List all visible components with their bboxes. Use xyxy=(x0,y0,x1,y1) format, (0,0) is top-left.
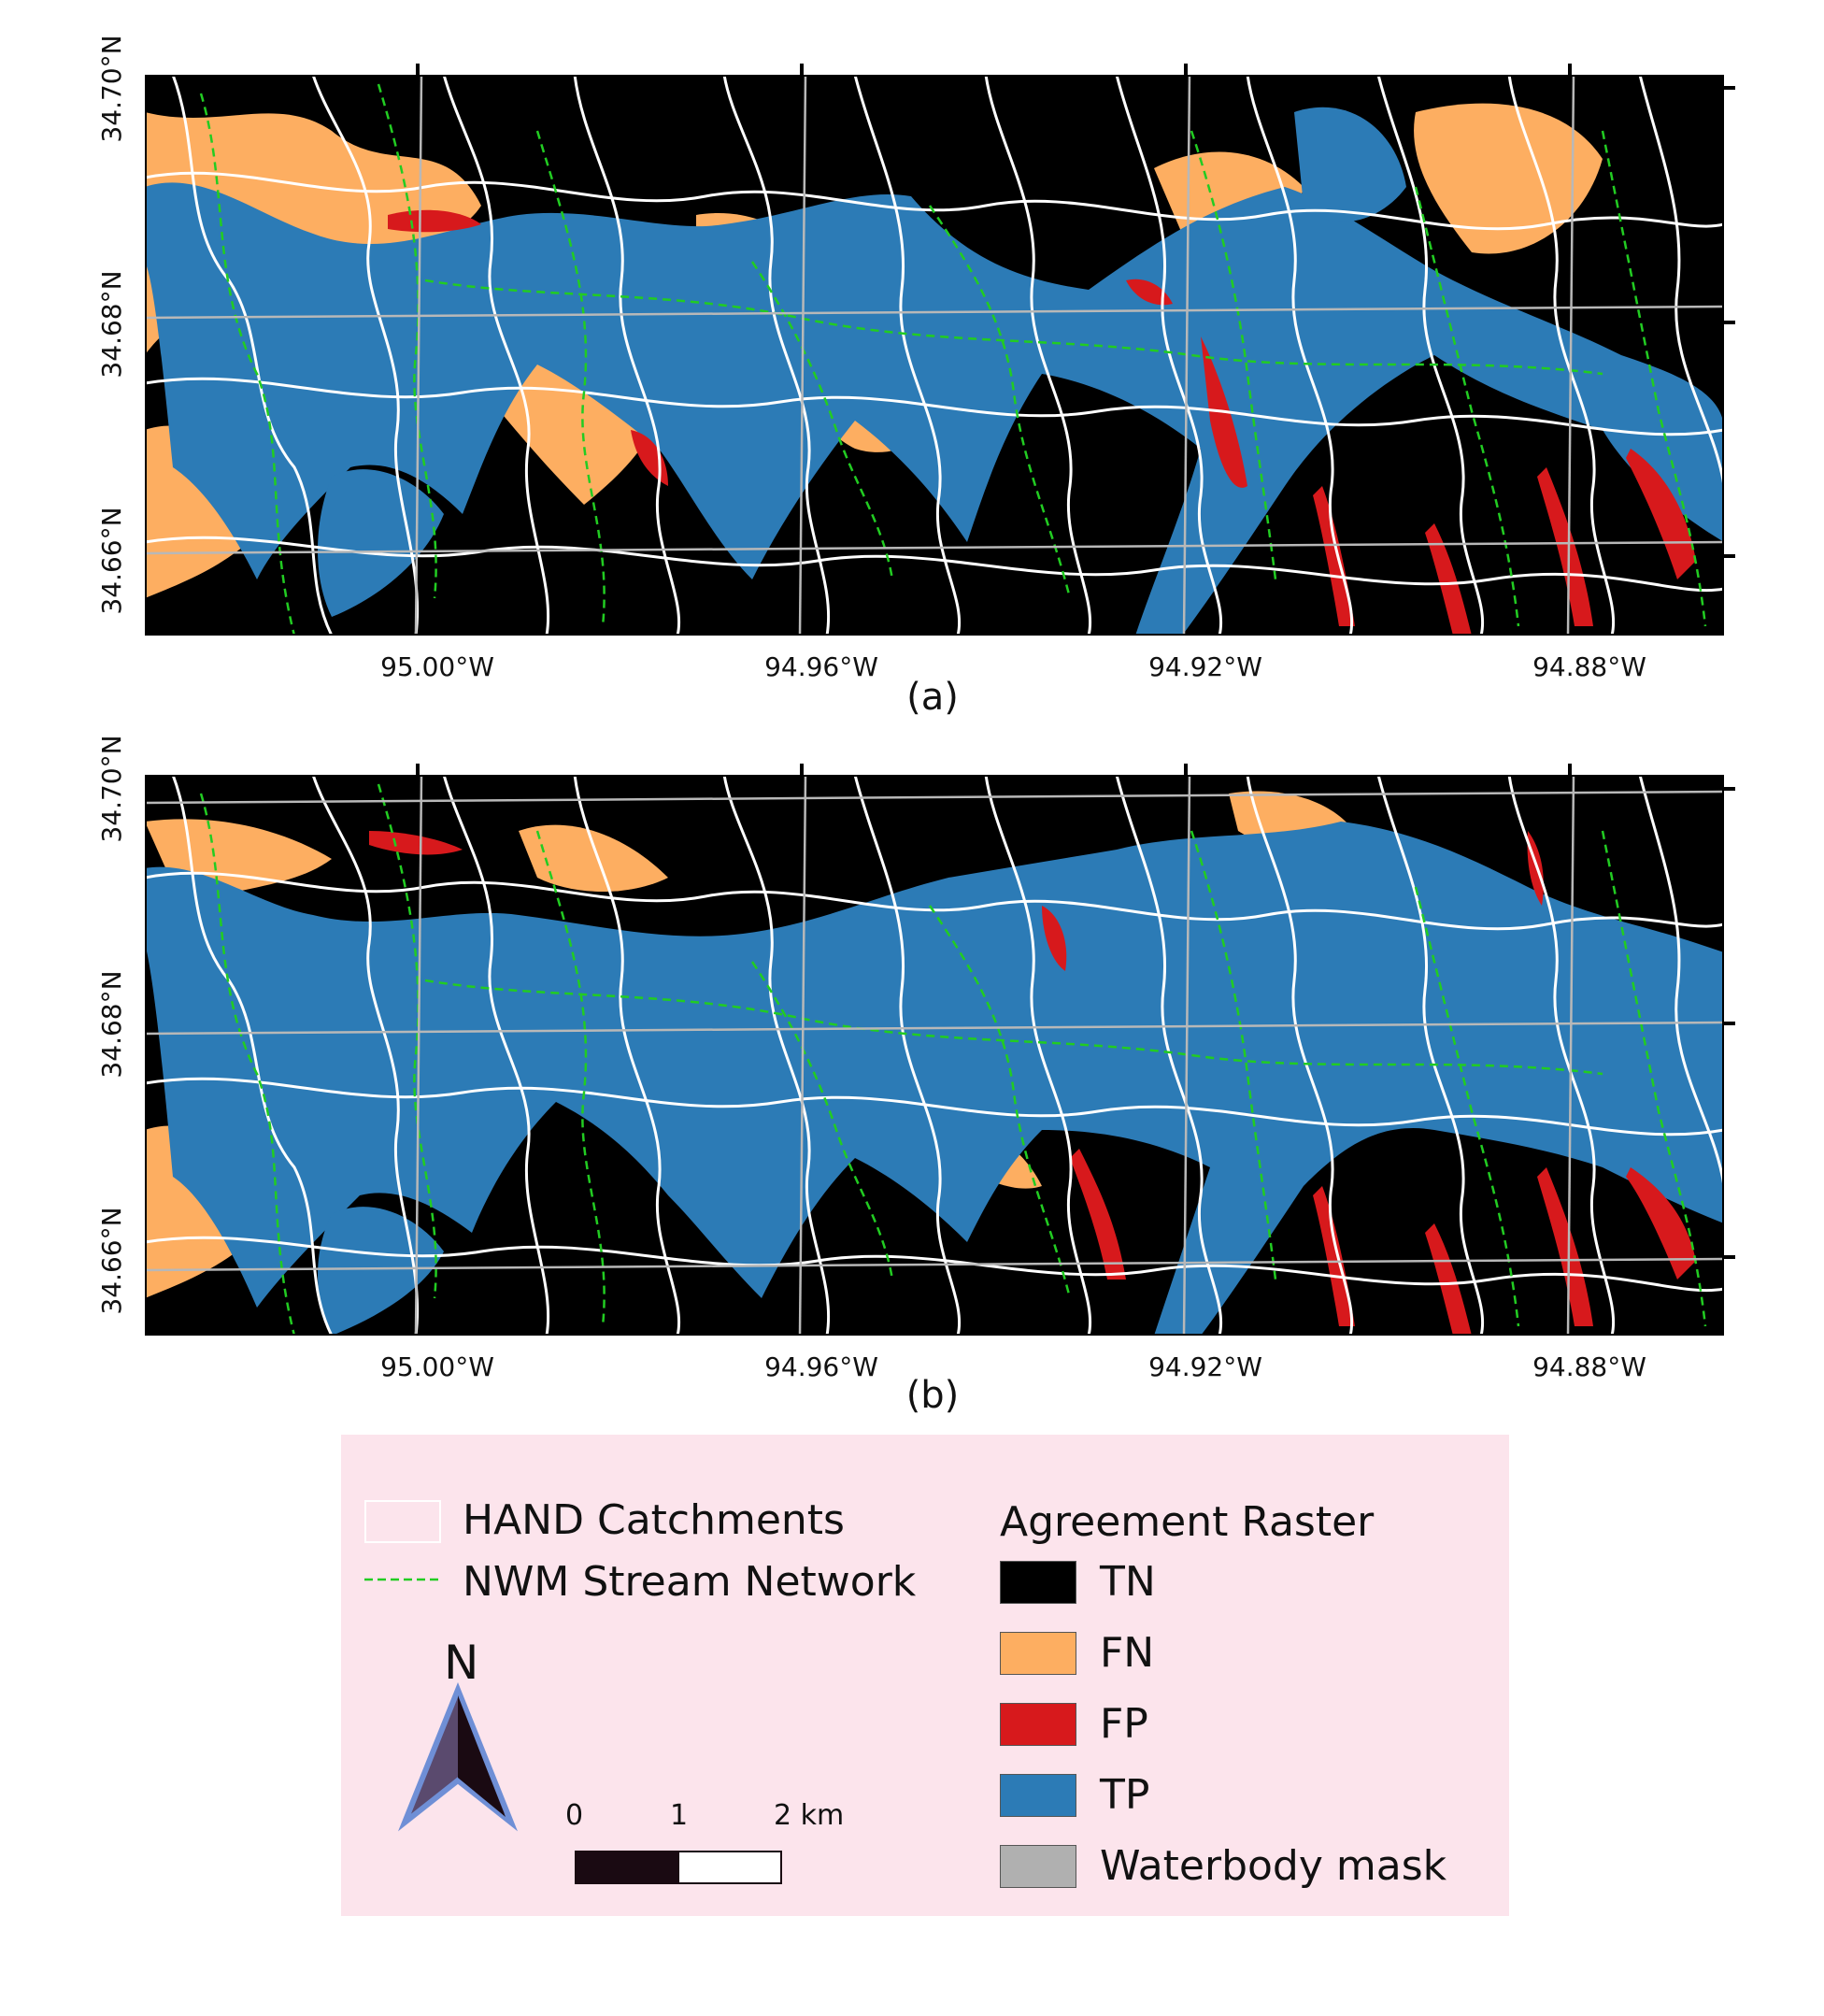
fp-label: FP xyxy=(1100,1700,1148,1748)
fn-area xyxy=(519,824,668,892)
panel-b-caption: (b) xyxy=(905,1374,960,1417)
tick-top xyxy=(800,764,804,775)
agreement-raster-a xyxy=(145,75,1724,636)
lat-label: 34.70°N xyxy=(96,735,127,843)
fn-label: FN xyxy=(1100,1629,1155,1677)
panel-a-caption: (a) xyxy=(906,676,959,719)
lat-label: 34.66°N xyxy=(96,507,127,615)
lat-label: 34.70°N xyxy=(96,35,127,143)
tp-area xyxy=(318,1207,444,1336)
tick-right xyxy=(1724,86,1735,90)
scale-bar xyxy=(575,1851,782,1884)
fp-area xyxy=(1537,467,1593,626)
tp-swatch xyxy=(1000,1774,1076,1817)
graticule-b xyxy=(145,775,1724,1336)
lat-label: 34.68°N xyxy=(96,270,127,379)
tick-top xyxy=(1568,764,1572,775)
tp-area xyxy=(318,469,444,617)
fp-area xyxy=(1626,449,1696,579)
scale-label: 2 km xyxy=(774,1799,845,1832)
fp-area xyxy=(1313,1186,1355,1326)
tick-top xyxy=(416,764,420,775)
raster-legend-title: Agreement Raster xyxy=(1000,1498,1375,1546)
map-legend: HAND Catchments NWM Stream Network Agree… xyxy=(341,1435,1509,1916)
fn-area xyxy=(1414,103,1603,254)
fn-swatch xyxy=(1000,1632,1076,1675)
tick-top xyxy=(1568,64,1572,75)
lon-label: 94.92°W xyxy=(1148,1351,1262,1382)
fp-area xyxy=(1626,1167,1696,1280)
tick-right xyxy=(1724,321,1735,324)
tp-area xyxy=(145,822,1724,1336)
tp-label: TP xyxy=(1100,1771,1150,1819)
tick-top xyxy=(1184,764,1188,775)
tick-right xyxy=(1724,787,1735,791)
lon-label: 94.88°W xyxy=(1532,651,1646,682)
fp-area xyxy=(1313,486,1355,626)
lon-label: 95.00°W xyxy=(380,651,494,682)
catchments-label: HAND Catchments xyxy=(463,1496,845,1544)
agreement-map-panel-a xyxy=(145,75,1724,636)
tn-swatch xyxy=(1000,1561,1076,1604)
tick-right xyxy=(1724,554,1735,558)
waterbody-swatch xyxy=(1000,1845,1076,1888)
fp-area xyxy=(1425,1223,1472,1336)
fp-swatch xyxy=(1000,1703,1076,1746)
lat-label: 34.66°N xyxy=(96,1207,127,1315)
tp-area xyxy=(1294,107,1406,222)
scale-bar-segment xyxy=(577,1852,679,1882)
nwm-streams-a xyxy=(199,83,1707,636)
fp-area xyxy=(1126,279,1173,306)
waterbody-label: Waterbody mask xyxy=(1100,1842,1447,1890)
agreement-map-panel-b xyxy=(145,775,1724,1336)
tick-top xyxy=(1184,64,1188,75)
tick-right xyxy=(1724,1255,1735,1259)
tp-area xyxy=(145,182,1724,636)
agreement-raster-b xyxy=(145,775,1724,1336)
stream-swatch xyxy=(364,1578,441,1581)
fp-area xyxy=(1425,523,1472,636)
tick-top xyxy=(800,64,804,75)
stream-label: NWM Stream Network xyxy=(463,1558,917,1606)
tn-label: TN xyxy=(1100,1558,1156,1606)
tick-top xyxy=(416,64,420,75)
nwm-streams-b xyxy=(199,783,1707,1336)
lat-label: 34.68°N xyxy=(96,970,127,1079)
graticule-a xyxy=(145,75,1724,636)
lon-label: 94.96°W xyxy=(764,651,878,682)
lon-label: 94.96°W xyxy=(764,1351,878,1382)
fp-area xyxy=(1042,906,1067,971)
lon-label: 95.00°W xyxy=(380,1351,494,1382)
fp-area xyxy=(1070,1149,1126,1280)
north-arrow-icon xyxy=(398,1682,518,1832)
fp-area xyxy=(1537,1167,1593,1326)
scale-label: 1 xyxy=(670,1799,689,1832)
lon-label: 94.88°W xyxy=(1532,1351,1646,1382)
north-label: N xyxy=(444,1636,479,1690)
catchment-swatch xyxy=(364,1500,441,1543)
lon-label: 94.92°W xyxy=(1148,651,1262,682)
tick-right xyxy=(1724,1022,1735,1025)
fp-area xyxy=(369,831,463,855)
scale-label: 0 xyxy=(565,1799,584,1832)
